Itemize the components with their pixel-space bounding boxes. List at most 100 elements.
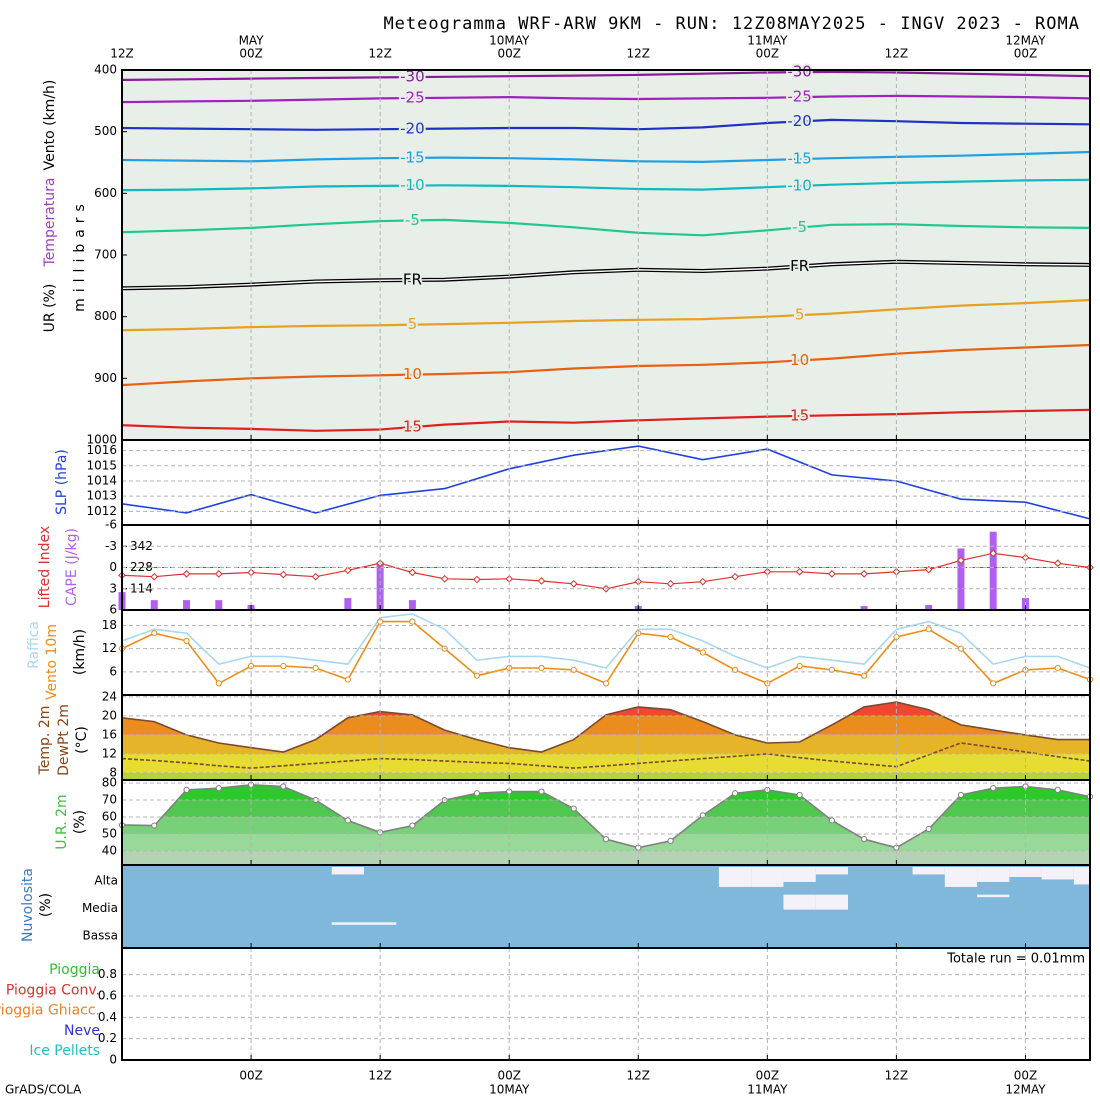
wind-marker xyxy=(667,633,674,641)
area-marker xyxy=(344,817,351,824)
top-date-label: MAY xyxy=(239,34,265,48)
top-date-label: 10MAY xyxy=(489,34,530,48)
y-tick-label: 400 xyxy=(94,63,117,77)
isotherm-label: FR xyxy=(790,257,809,275)
y-tick-label: 80 xyxy=(102,776,117,790)
cloud-cover xyxy=(331,922,364,925)
cape-bar xyxy=(376,562,384,610)
wind-marker xyxy=(344,676,351,683)
freezing-level-inner xyxy=(121,261,1091,289)
area-marker xyxy=(828,817,835,824)
wind-marker xyxy=(861,672,868,679)
area-line xyxy=(121,701,1090,753)
isotherm-label: -10 xyxy=(400,176,425,194)
isotherm-label: -10 xyxy=(787,176,812,194)
area-marker xyxy=(796,791,803,799)
isotherm xyxy=(121,343,1091,387)
side-label: Temperatura xyxy=(42,178,58,268)
side-label: (%) xyxy=(72,810,88,834)
area-marker xyxy=(570,805,577,812)
lifted-index-marker xyxy=(150,572,159,581)
bottom-date-label: 12MAY xyxy=(1005,1083,1046,1097)
area-marker xyxy=(602,836,610,843)
isotherm-label: 15 xyxy=(403,418,422,436)
lifted-index-marker xyxy=(892,567,901,576)
isotherm-label: 5 xyxy=(795,306,805,324)
lifted-index-marker xyxy=(828,570,836,578)
top-date-label: 12MAY xyxy=(1005,34,1046,48)
y-tick-label: 0.8 xyxy=(98,967,117,981)
lifted-index-marker xyxy=(1053,559,1062,568)
isotherm-label: -20 xyxy=(400,119,425,137)
wind-marker xyxy=(473,672,481,679)
y-tick-label: 1016 xyxy=(86,443,117,457)
cloud-cover xyxy=(331,867,364,875)
y-tick-label: 18 xyxy=(102,618,117,632)
y-tick-label: 60 xyxy=(102,810,117,824)
lifted-index-marker xyxy=(795,567,804,576)
y-tick-label: 20 xyxy=(102,708,117,722)
top-time-label: 00Z xyxy=(497,47,521,61)
lifted-index-marker xyxy=(763,567,772,576)
area-band xyxy=(122,753,1090,773)
bottom-date-label: 11MAY xyxy=(747,1083,788,1097)
area-line xyxy=(121,742,1091,769)
area-marker xyxy=(280,783,287,790)
cape-bar xyxy=(215,600,223,610)
precip-legend: Pioggia Ghiacc. xyxy=(0,1003,100,1019)
lifted-index-marker xyxy=(731,572,739,581)
isotherm-label: FR xyxy=(403,270,422,288)
panel-frame xyxy=(121,947,1091,1061)
precip-annotation: Totale run = 0.01mm xyxy=(946,952,1085,967)
lifted-index-marker xyxy=(1021,553,1030,562)
cloud-cover xyxy=(1073,867,1090,885)
y-tick-label: 1015 xyxy=(86,458,117,472)
y-tick-label: 70 xyxy=(102,793,117,807)
bottom-time-label: 12Z xyxy=(627,1069,651,1083)
side-label: DewPt 2m xyxy=(56,704,72,776)
cape-bar xyxy=(957,548,965,610)
y-tick-label: 24 xyxy=(102,689,117,703)
y-tick-label: 900 xyxy=(94,371,117,385)
lifted-index-marker xyxy=(698,577,707,586)
wind-marker xyxy=(183,637,190,645)
wind-marker xyxy=(990,680,997,687)
lifted-index-marker xyxy=(214,570,223,578)
lifted-index-marker xyxy=(311,572,320,581)
side-label: UR (%) xyxy=(42,284,58,333)
side-label: U.R. 2m xyxy=(54,794,70,849)
isotherm-label: 10 xyxy=(790,351,809,369)
y-tick-label: 40 xyxy=(102,844,117,858)
top-date-label: 11MAY xyxy=(747,34,788,48)
area-marker xyxy=(667,837,674,844)
wind-line xyxy=(121,613,1091,669)
y-tick-label: 6 xyxy=(109,603,117,617)
wind-marker xyxy=(151,630,158,637)
top-time-label: 00Z xyxy=(756,47,780,61)
isotherm-label: 10 xyxy=(403,365,422,383)
cloud-cover xyxy=(977,867,1010,882)
cloud-level-label: Alta xyxy=(94,873,118,887)
bottom-time-label: 12Z xyxy=(368,1069,392,1083)
side-label: (km/h) xyxy=(72,629,88,675)
y-tick-label: 800 xyxy=(94,309,117,323)
side-label: Raffica xyxy=(26,621,42,669)
precip-legend: Ice Pellets xyxy=(29,1043,100,1059)
cloud-cover xyxy=(1009,867,1042,877)
y-tick-label: 700 xyxy=(94,248,117,262)
cloud-cover xyxy=(364,922,397,925)
isotherm-label: -5 xyxy=(405,211,420,229)
wind-marker xyxy=(731,666,739,673)
top-time-label: 12Z xyxy=(110,47,134,61)
isotherm-label: -30 xyxy=(787,63,812,81)
cloud-cover xyxy=(815,894,848,910)
cape-bar xyxy=(860,606,868,610)
lifted-index-marker xyxy=(182,570,191,578)
wind-marker xyxy=(312,664,319,672)
area-band xyxy=(122,734,1090,754)
lifted-index-marker xyxy=(473,575,481,584)
isotherm-label: -25 xyxy=(787,88,812,106)
isotherm xyxy=(121,118,1091,131)
isotherm-label: 15 xyxy=(790,406,809,424)
side-label: SLP (hPa) xyxy=(54,449,70,515)
